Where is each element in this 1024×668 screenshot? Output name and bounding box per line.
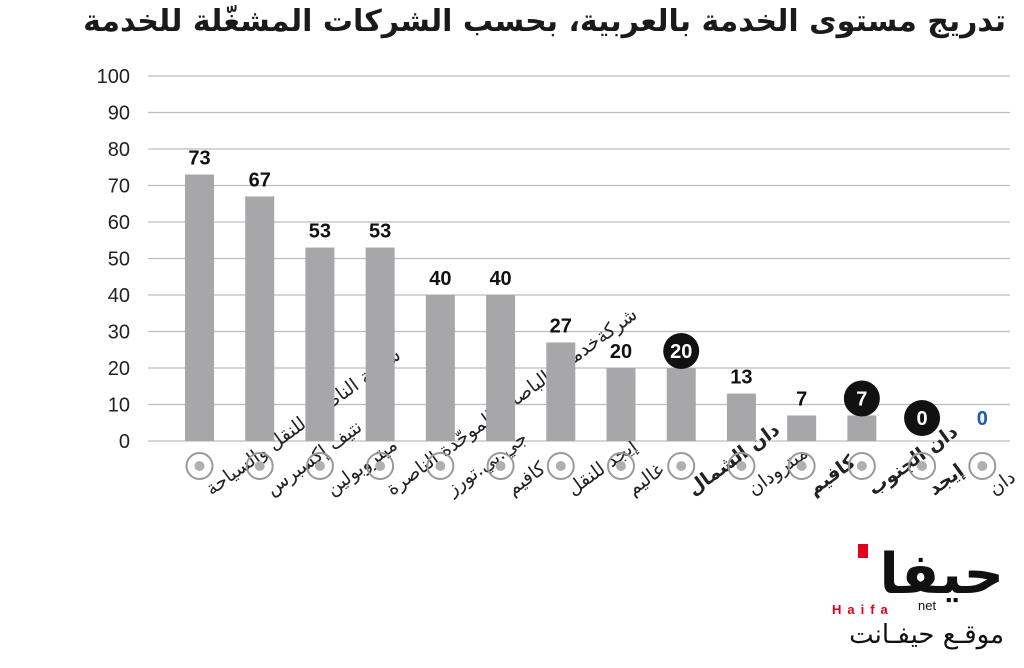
dan-logo-icon-ring <box>968 452 997 480</box>
logo-net-text: net <box>918 598 937 613</box>
egged-transport-logo-icon <box>546 452 575 480</box>
nateev-express-logo-icon <box>245 452 274 480</box>
bar <box>606 368 636 441</box>
value-label: 40 <box>489 268 511 290</box>
kavim-alt-logo-icon <box>787 452 816 480</box>
galim-logo-icon-ring <box>607 452 635 480</box>
dan-south-logo-icon-dot <box>856 461 867 471</box>
bar <box>245 196 275 441</box>
kavim-alt-logo-icon-dot <box>796 461 807 471</box>
value-highlight-circle <box>843 380 880 417</box>
kavim-logo-icon-ring <box>486 452 515 480</box>
kavim-alt-logo-icon-ring <box>787 452 816 480</box>
kavim-logo-icon <box>486 452 515 480</box>
nateev-express-logo-icon-dot <box>254 461 265 471</box>
egged-logo-icon <box>908 452 937 480</box>
nazareth-transport-logo-icon-dot <box>194 461 205 471</box>
metrodan-logo-icon <box>727 452 756 480</box>
bar <box>185 174 214 442</box>
gbt-logo-icon-dot <box>435 461 446 471</box>
metropoline-logo-icon-dot <box>314 461 325 471</box>
galim-logo-icon-dot <box>616 461 626 471</box>
metropoline-logo-icon-ring <box>305 452 334 480</box>
dan-south-logo-icon <box>847 452 876 480</box>
bar <box>305 247 335 441</box>
chart-title: تدريج مستوى الخدمة بالعربية، بحسب الشركا… <box>83 4 1006 39</box>
value-label: 67 <box>249 169 271 191</box>
metrodan-logo-icon-dot <box>736 461 747 471</box>
value-label: 20 <box>610 341 632 363</box>
value-label: 73 <box>188 148 210 170</box>
bar <box>425 295 455 441</box>
category-label: غاليم <box>623 459 668 500</box>
bar <box>365 247 395 441</box>
metrodan-logo-icon-ring <box>727 452 756 480</box>
dan-south-logo-icon-ring <box>847 452 876 480</box>
y-tick-label: 80 <box>108 139 130 161</box>
bar <box>787 415 817 441</box>
y-tick-label: 70 <box>108 176 130 198</box>
bar <box>726 393 756 441</box>
logo-main-text: حيفا <box>879 542 1004 607</box>
egged-transport-logo-icon-dot <box>555 461 566 471</box>
nazareth-unified-bus-logo-icon-dot <box>375 461 386 471</box>
dan-logo-icon <box>968 452 997 480</box>
value-label: 0 <box>977 408 988 430</box>
egged-transport-logo-icon-ring <box>546 452 575 480</box>
gbt-logo-icon-ring <box>426 452 455 480</box>
y-tick-label: 60 <box>108 212 130 234</box>
galim-logo-icon <box>607 452 635 480</box>
egged-logo-icon-ring <box>908 452 937 480</box>
value-highlight-circle <box>904 400 941 436</box>
dan-north-logo-icon-ring <box>667 452 696 480</box>
nateev-express-logo-icon-ring <box>245 452 274 480</box>
y-tick-label: 50 <box>108 249 130 271</box>
y-tick-label: 100 <box>97 66 130 88</box>
bar <box>486 295 516 441</box>
nazareth-transport-logo-icon <box>185 452 214 480</box>
bar <box>666 368 696 441</box>
dan-north-logo-icon-dot <box>676 461 687 471</box>
value-label: 27 <box>550 315 572 337</box>
value-label: 53 <box>309 221 331 243</box>
value-label: 53 <box>369 221 391 243</box>
gbt-logo-icon <box>426 452 455 480</box>
bar <box>847 415 877 441</box>
y-tick-label: 20 <box>108 358 130 380</box>
value-label: 7 <box>856 388 867 410</box>
bar <box>546 342 576 441</box>
value-label: 20 <box>670 341 692 363</box>
value-label: 0 <box>917 408 928 430</box>
logo-subtitle: موقـع حيفـانت <box>849 620 1004 650</box>
y-tick-label: 90 <box>108 103 130 125</box>
dan-logo-icon-dot <box>977 461 988 471</box>
y-tick-label: 10 <box>108 395 130 417</box>
nazareth-transport-logo-icon-ring <box>185 452 214 480</box>
kavim-logo-icon-dot <box>495 461 506 471</box>
egged-logo-icon-dot <box>917 461 928 471</box>
category-label: إيجد <box>924 460 968 500</box>
y-tick-label: 40 <box>108 285 130 307</box>
value-label: 13 <box>730 367 752 389</box>
category-label: كافيم <box>503 457 551 500</box>
y-tick-label: 30 <box>108 322 130 344</box>
nazareth-unified-bus-logo-icon <box>366 452 395 480</box>
value-label: 7 <box>796 388 807 410</box>
value-label: 40 <box>429 268 451 290</box>
haifanet-logo: حيفا Haifa net موقـع حيفـانت <box>826 540 1016 662</box>
value-highlight-circle <box>663 333 700 369</box>
y-tick-label: 0 <box>119 431 130 453</box>
dan-north-logo-icon <box>667 452 696 480</box>
nazareth-unified-bus-logo-icon-ring <box>366 452 395 480</box>
logo-red-accent <box>858 544 868 558</box>
logo-latin-text: Haifa <box>832 602 894 617</box>
metropoline-logo-icon <box>305 452 334 480</box>
category-label: دان <box>984 466 1019 500</box>
